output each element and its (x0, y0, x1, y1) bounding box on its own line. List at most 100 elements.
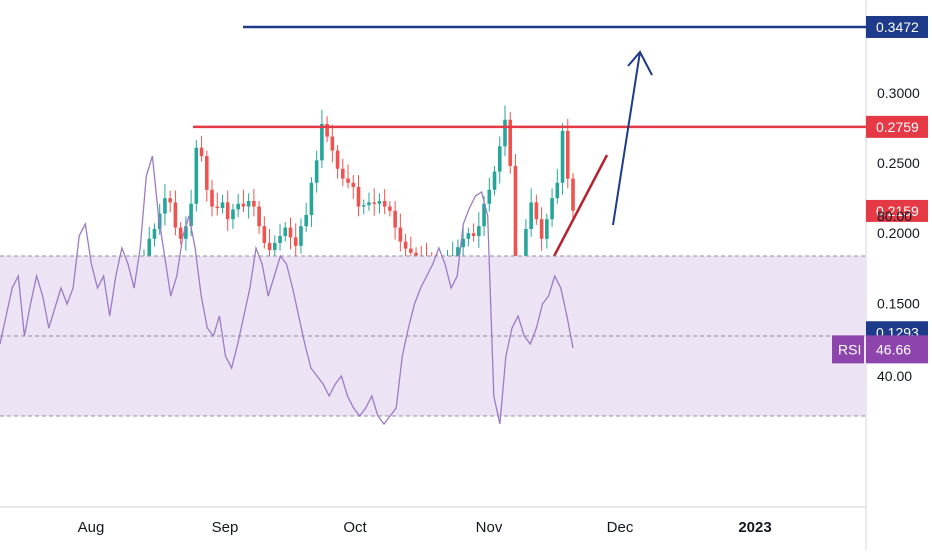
candle-body (388, 206, 392, 211)
rsi-panel (0, 155, 866, 426)
rsi-value-tag (866, 335, 928, 364)
candle-body (204, 156, 209, 190)
candle-body (508, 119, 513, 166)
rsi-name-tag (832, 335, 864, 364)
candle-body (497, 146, 502, 172)
candle-body (356, 186, 361, 207)
rsi-value-label: 46.66 (876, 341, 911, 357)
rsi-tick-label: 80.00 (877, 208, 912, 224)
axes: 0.3000 0.2500 0.2000 0.1500 0.3472 0.2759 0.21… (78, 15, 928, 536)
candle-body (225, 202, 230, 220)
candle-body (257, 206, 261, 227)
price-tag (866, 115, 928, 138)
candle-body (288, 227, 293, 238)
price-tick-label: 0.2000 (877, 225, 920, 241)
candle-body (529, 202, 533, 229)
price-tick-label: 0.2500 (877, 155, 920, 171)
candle-body (199, 147, 204, 157)
candle-body (571, 178, 575, 211)
candle-body (320, 123, 324, 161)
candle-body (503, 119, 507, 147)
candle-body (560, 130, 565, 183)
candle-body (173, 202, 178, 228)
candle-body (393, 210, 397, 228)
time-tick-label: Oct (343, 519, 367, 536)
candle-body (382, 200, 387, 207)
candle-body (252, 200, 256, 207)
candle-body (220, 202, 225, 208)
price-tag (866, 15, 928, 38)
candle-body (555, 182, 560, 199)
candle-body (267, 243, 272, 251)
candle-body (377, 200, 382, 204)
candle-body (184, 226, 188, 239)
candle-body (492, 171, 497, 190)
candle-body (309, 182, 314, 215)
candle-body (367, 202, 371, 206)
candle-body (210, 189, 214, 207)
target-arrow-shaft (612, 51, 641, 226)
candle-body (351, 182, 356, 187)
time-tick-label: 2023 (738, 519, 771, 536)
candle-body (241, 203, 246, 207)
price-tick-label: 0.1500 (877, 295, 920, 311)
price-tag-label: 0.2759 (876, 119, 919, 135)
candlestick-series (74, 105, 575, 343)
candle-body (466, 233, 471, 239)
candle-body (163, 198, 167, 214)
time-tick-label: Aug (78, 519, 105, 536)
candle-body (273, 243, 277, 251)
rsi-tick-label: 40.00 (877, 368, 912, 384)
candle-body (325, 123, 329, 137)
candle-body (168, 198, 172, 203)
candle-body (461, 238, 465, 248)
candle-body (278, 236, 282, 244)
candle-body (262, 226, 267, 244)
candle-body (304, 214, 308, 227)
candle-body (398, 227, 403, 242)
candle-body (513, 165, 518, 290)
candle-body (361, 205, 366, 207)
candle-body (539, 219, 544, 239)
candle-body (545, 219, 549, 239)
candle-body (372, 202, 376, 204)
candle-body (346, 178, 350, 183)
candle-body (178, 227, 183, 239)
candle-body (283, 227, 288, 237)
candle-body (565, 130, 570, 179)
rsi-name-label: RSI (838, 341, 861, 357)
candle-body (477, 226, 481, 237)
candle-body (534, 202, 539, 220)
candle-body (456, 247, 460, 256)
candle-body (314, 160, 319, 183)
target-arrow-head (627, 50, 653, 76)
candle-body (482, 203, 486, 227)
candle-body (330, 136, 335, 151)
time-tick-label: Dec (607, 519, 634, 536)
price-tick-label: 0.3000 (877, 85, 920, 101)
rsi-line (0, 155, 574, 426)
candle-body (409, 248, 413, 253)
candle-body (550, 198, 554, 220)
candle-body (335, 150, 340, 169)
candle-body (152, 228, 157, 239)
candle-body (293, 237, 298, 246)
candle-body (189, 203, 193, 227)
candle-body (341, 168, 345, 179)
time-tick-label: Nov (476, 519, 503, 536)
candle-body (231, 209, 235, 220)
candle-body (194, 147, 199, 204)
candle-body (147, 238, 152, 258)
candle-body (403, 241, 408, 249)
price-tag-label: 0.3472 (876, 19, 919, 35)
candle-body (215, 206, 220, 208)
candle-body (471, 233, 476, 237)
candle-body (487, 189, 492, 204)
candle-body (414, 252, 418, 256)
candle-body (246, 200, 251, 207)
price-tag-label: 0.2159 (876, 203, 919, 219)
time-tick-label: Sep (212, 519, 239, 536)
candle-body (236, 203, 240, 210)
